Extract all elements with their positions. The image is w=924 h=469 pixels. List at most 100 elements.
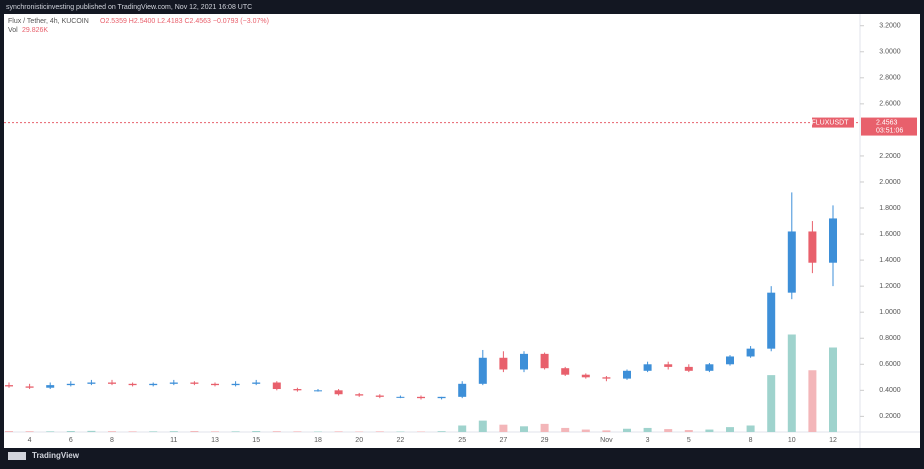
candle-body bbox=[664, 364, 672, 367]
countdown: 03:51:06 bbox=[876, 127, 903, 134]
volume-bar bbox=[129, 431, 137, 432]
candle-body bbox=[5, 385, 13, 386]
volume-bar bbox=[293, 431, 301, 432]
volume-bar bbox=[190, 431, 198, 432]
volume-bar bbox=[499, 425, 507, 432]
volume-bar bbox=[232, 431, 240, 432]
brand: TradingView bbox=[32, 451, 80, 460]
volume-bar bbox=[602, 430, 610, 432]
volume-bar bbox=[747, 426, 755, 433]
candle-body bbox=[644, 364, 652, 371]
candle-body bbox=[67, 384, 75, 385]
candle-body bbox=[335, 390, 343, 394]
volume-bar bbox=[644, 428, 652, 432]
symbol-tag: FLUXUSDT bbox=[812, 119, 850, 126]
candle-body bbox=[829, 218, 837, 262]
candle-body bbox=[293, 389, 301, 390]
x-tick-label: 15 bbox=[252, 437, 260, 444]
candle-body bbox=[149, 384, 157, 385]
y-tick-label: 1.2000 bbox=[879, 283, 901, 290]
x-tick-label: 8 bbox=[110, 437, 114, 444]
y-tick-label: 0.2000 bbox=[879, 413, 901, 420]
candle-body bbox=[438, 397, 446, 398]
y-tick-label: 1.6000 bbox=[879, 231, 901, 238]
candle-body bbox=[232, 384, 240, 385]
candle-body bbox=[273, 383, 281, 390]
volume-bar bbox=[5, 431, 13, 432]
volume-bar bbox=[788, 335, 796, 433]
volume-bar bbox=[458, 426, 466, 433]
volume-label: Vol bbox=[8, 27, 18, 34]
volume-bar bbox=[67, 431, 75, 432]
y-tick-label: 3.2000 bbox=[879, 23, 901, 30]
candle-body bbox=[314, 390, 322, 391]
x-tick-label: 6 bbox=[69, 437, 73, 444]
y-tick-label: 0.6000 bbox=[879, 361, 901, 368]
candle-body bbox=[396, 397, 404, 398]
x-tick-label: 22 bbox=[397, 437, 405, 444]
y-tick-label: 0.8000 bbox=[879, 335, 901, 342]
y-tick-label: 1.8000 bbox=[879, 205, 901, 212]
volume-bar bbox=[685, 430, 693, 432]
y-tick-label: 1.0000 bbox=[879, 309, 901, 316]
volume-bar bbox=[582, 430, 590, 432]
last-price-label: 2.4563 bbox=[876, 119, 898, 126]
candle-body bbox=[623, 371, 631, 379]
candle-body bbox=[26, 386, 34, 387]
x-tick-label: 10 bbox=[788, 437, 796, 444]
candle-body bbox=[129, 384, 137, 385]
volume-bar bbox=[108, 431, 116, 432]
candle-body bbox=[747, 349, 755, 357]
volume-bar bbox=[335, 431, 343, 432]
candle-body bbox=[417, 397, 425, 398]
volume-bar bbox=[767, 375, 775, 432]
y-tick-label: 2.6000 bbox=[879, 101, 901, 108]
x-tick-label: Nov bbox=[600, 437, 613, 444]
volume-value: 29.826K bbox=[22, 27, 48, 34]
byline: synchronisticinvesting published on Trad… bbox=[6, 4, 252, 11]
x-tick-label: 18 bbox=[314, 437, 322, 444]
candle-body bbox=[170, 383, 178, 384]
candle-body bbox=[252, 383, 260, 384]
volume-bar bbox=[808, 370, 816, 432]
x-tick-label: 29 bbox=[541, 437, 549, 444]
candle-body bbox=[479, 358, 487, 384]
x-tick-label: 11 bbox=[170, 437, 177, 444]
candle-body bbox=[602, 377, 610, 378]
x-tick-label: 27 bbox=[500, 437, 508, 444]
candle-body bbox=[561, 368, 569, 375]
candle-body bbox=[685, 367, 693, 371]
brand-logo bbox=[8, 452, 26, 460]
candle-body bbox=[726, 356, 734, 364]
x-tick-label: 25 bbox=[458, 437, 466, 444]
volume-bar bbox=[170, 431, 178, 432]
candle-body bbox=[788, 231, 796, 292]
candle-body bbox=[376, 396, 384, 397]
candle-body bbox=[541, 354, 549, 368]
candle-body bbox=[705, 364, 713, 371]
candle-body bbox=[46, 385, 54, 388]
y-tick-label: 2.0000 bbox=[879, 179, 901, 186]
candle-body bbox=[458, 384, 466, 397]
volume-bar bbox=[829, 348, 837, 433]
candle-body bbox=[767, 293, 775, 349]
y-tick-label: 3.0000 bbox=[879, 49, 901, 56]
candle-body bbox=[211, 384, 219, 385]
y-tick-label: 0.4000 bbox=[879, 387, 901, 394]
x-tick-label: 4 bbox=[28, 437, 32, 444]
x-tick-label: 3 bbox=[646, 437, 650, 444]
y-tick-label: 2.2000 bbox=[879, 153, 901, 160]
volume-bar bbox=[26, 431, 34, 432]
symbol-line: Flux / Tether, 4h, KUCOIN bbox=[8, 18, 89, 25]
volume-bar bbox=[252, 431, 260, 432]
candle-body bbox=[190, 383, 198, 384]
volume-bar bbox=[46, 431, 54, 432]
y-tick-label: 1.4000 bbox=[879, 257, 901, 264]
candle-body bbox=[355, 394, 363, 395]
y-tick-label: 2.8000 bbox=[879, 75, 901, 82]
candle-body bbox=[582, 375, 590, 378]
x-tick-label: 12 bbox=[829, 437, 837, 444]
candle-body bbox=[499, 358, 507, 370]
volume-bar bbox=[541, 424, 549, 432]
